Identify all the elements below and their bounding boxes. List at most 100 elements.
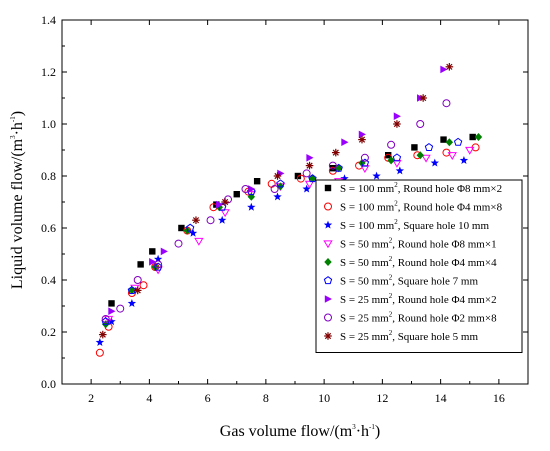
y-axis-title: Liquid volume flow/(m3·h-1) xyxy=(9,111,26,289)
series-9 xyxy=(98,63,454,339)
legend-label: S = 25 mm2, Round hole Φ2 mm×8 xyxy=(340,311,497,325)
x-tick-label: 6 xyxy=(205,391,211,405)
data-point xyxy=(340,174,349,183)
data-point xyxy=(305,161,314,170)
data-markers xyxy=(95,63,483,357)
legend-marker xyxy=(323,220,333,229)
data-point xyxy=(421,154,431,163)
legend-marker xyxy=(324,313,332,322)
data-point xyxy=(306,154,314,162)
data-point xyxy=(185,223,195,232)
data-point xyxy=(308,174,317,183)
data-point xyxy=(276,179,285,188)
data-point xyxy=(334,163,343,172)
legend-marker xyxy=(323,240,333,249)
data-point xyxy=(445,138,454,147)
x-tick-label: 8 xyxy=(263,391,269,405)
data-point xyxy=(133,276,142,284)
legend-box xyxy=(315,179,523,353)
data-point xyxy=(302,169,311,178)
legend-label: S = 25 mm2, Round hole Φ4 mm×2 xyxy=(340,292,497,306)
legend-label: S = 50 mm2, Square hole 7 mm xyxy=(340,274,478,288)
y-tick-label: 1.2 xyxy=(41,65,56,79)
data-point xyxy=(447,152,457,160)
y-tick-label: 0.4 xyxy=(41,273,56,287)
data-point xyxy=(107,317,116,326)
data-point xyxy=(474,133,483,141)
data-point xyxy=(253,178,261,185)
data-point xyxy=(233,191,240,198)
data-point xyxy=(247,192,256,201)
data-point xyxy=(133,286,142,295)
legend-marker xyxy=(324,295,332,303)
data-point xyxy=(98,330,107,339)
data-point xyxy=(387,156,395,165)
data-point xyxy=(116,304,125,313)
data-point xyxy=(206,216,215,225)
legend-marker xyxy=(324,258,332,266)
x-axis-title: Gas volume flow/(m3·h-1) xyxy=(220,423,380,440)
data-point xyxy=(273,172,282,180)
data-point xyxy=(453,137,463,146)
data-point xyxy=(440,136,447,143)
y-tick-label: 1.0 xyxy=(41,117,56,131)
data-point xyxy=(358,130,366,139)
data-point xyxy=(419,94,427,102)
data-point xyxy=(101,315,110,323)
data-point xyxy=(387,140,396,149)
x-axis-ticks: 2 4 6 8 10 12 14 16 xyxy=(61,20,529,405)
data-point xyxy=(385,152,392,159)
y-tick-label: 0.2 xyxy=(41,325,56,339)
data-point xyxy=(358,135,366,144)
data-point xyxy=(216,200,224,209)
y-axis-ticks: 0.0 0.2 0.4 0.6 0.8 1.0 1.2 1.4 xyxy=(41,13,528,391)
data-point xyxy=(270,185,279,193)
data-point xyxy=(442,99,451,108)
data-point xyxy=(424,142,434,151)
legend-label: S = 50 mm2, Round hole Φ8 mm×1 xyxy=(340,237,497,251)
x-tick-label: 16 xyxy=(493,391,505,405)
y-tick-label: 0.8 xyxy=(41,169,56,183)
data-point xyxy=(174,239,183,248)
data-point xyxy=(360,158,370,167)
data-point xyxy=(178,224,185,232)
data-point xyxy=(221,198,229,206)
data-point xyxy=(153,254,163,263)
legend-label: S = 25 mm2, Square hole 5 mm xyxy=(340,329,478,343)
data-point xyxy=(267,179,276,188)
data-point xyxy=(108,307,116,315)
legend-marker xyxy=(323,276,333,285)
data-point xyxy=(296,174,305,183)
data-point xyxy=(248,185,256,193)
data-point xyxy=(329,165,337,172)
x-tick-label: 2 xyxy=(88,391,94,405)
data-point xyxy=(360,153,369,162)
data-point xyxy=(328,161,337,170)
data-point xyxy=(302,184,311,193)
legend-label: S = 100 mm2, Square hole 10 mm xyxy=(340,218,489,232)
data-point xyxy=(218,215,227,224)
data-point xyxy=(194,237,204,246)
data-point xyxy=(411,144,418,151)
data-point xyxy=(183,226,191,235)
data-point xyxy=(372,171,381,180)
data-point xyxy=(154,260,163,269)
data-point xyxy=(108,300,115,307)
data-point xyxy=(416,120,425,128)
data-point xyxy=(440,65,448,74)
y-tick-label: 1.4 xyxy=(41,13,56,27)
legend-label: S = 100 mm2, Round hole Φ8 mm×2 xyxy=(340,181,502,195)
data-point xyxy=(220,209,230,218)
y-tick-label: 0.0 xyxy=(41,377,56,391)
legend-marker xyxy=(324,202,332,211)
data-point xyxy=(149,248,156,255)
data-point xyxy=(459,156,469,164)
legend-label: S = 50 mm2, Round hole Φ4 mm×4 xyxy=(340,255,497,269)
data-point xyxy=(160,247,168,256)
data-point xyxy=(393,112,401,120)
y-tick-label: 0.6 xyxy=(41,221,56,235)
data-point xyxy=(273,192,282,201)
data-point xyxy=(247,202,256,211)
data-point xyxy=(341,138,349,146)
